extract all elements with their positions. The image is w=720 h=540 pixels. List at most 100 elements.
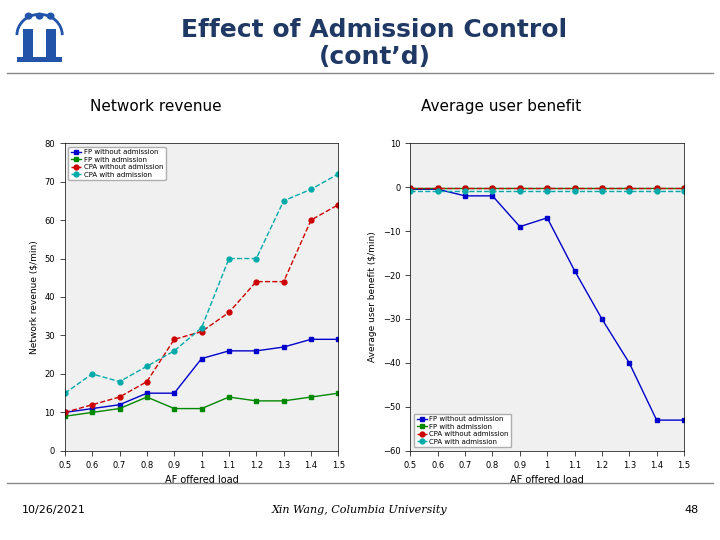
CPA without admission xyxy=(652,185,661,192)
Text: (cont’d): (cont’d) xyxy=(318,45,431,69)
CPA without admission xyxy=(279,279,288,285)
Legend: FP without admission, FP with admission, CPA without admission, CPA with admissi: FP without admission, FP with admission,… xyxy=(68,146,166,180)
CPA with admission xyxy=(543,188,552,195)
FP without admission xyxy=(488,193,497,199)
FP with admission xyxy=(115,406,124,412)
Circle shape xyxy=(36,12,43,19)
CPA without admission xyxy=(252,279,261,285)
CPA without admission xyxy=(488,185,497,192)
Y-axis label: Average user benefit ($/min): Average user benefit ($/min) xyxy=(369,232,377,362)
FP with admission xyxy=(433,185,442,192)
Line: FP without admission: FP without admission xyxy=(408,187,686,423)
FP with admission xyxy=(170,406,179,412)
Text: Effect of Admission Control: Effect of Admission Control xyxy=(181,18,567,42)
FP without admission xyxy=(516,224,524,230)
FP with admission xyxy=(625,185,634,192)
FP without admission xyxy=(307,336,315,342)
FP with admission xyxy=(516,185,524,192)
FP with admission xyxy=(461,185,469,192)
CPA with admission xyxy=(143,363,151,369)
CPA with admission xyxy=(88,370,96,377)
FP with admission xyxy=(488,185,497,192)
Text: Network revenue: Network revenue xyxy=(89,99,221,114)
FP with admission xyxy=(406,185,415,192)
Line: CPA without admission: CPA without admission xyxy=(63,202,341,415)
FP with admission xyxy=(88,409,96,416)
FP without admission xyxy=(406,186,415,193)
FP with admission xyxy=(652,185,661,192)
Line: FP with admission: FP with admission xyxy=(63,391,341,418)
Bar xyxy=(23,29,33,59)
Circle shape xyxy=(47,12,55,19)
FP with admission xyxy=(279,397,288,404)
FP without admission xyxy=(570,267,579,274)
CPA without admission xyxy=(88,401,96,408)
CPA without admission xyxy=(225,309,233,315)
CPA without admission xyxy=(625,185,634,192)
Line: CPA with admission: CPA with admission xyxy=(63,171,341,396)
FP without admission xyxy=(334,336,343,342)
FP without admission xyxy=(433,186,442,193)
CPA without admission xyxy=(60,409,69,416)
CPA with admission xyxy=(115,379,124,385)
FP without admission xyxy=(625,360,634,366)
CPA without admission xyxy=(170,336,179,342)
CPA with admission xyxy=(625,188,634,195)
FP with admission xyxy=(197,406,206,412)
FP without admission xyxy=(60,409,69,416)
CPA with admission xyxy=(570,188,579,195)
X-axis label: AF offered load: AF offered load xyxy=(165,475,238,485)
FP without admission xyxy=(170,390,179,396)
CPA without admission xyxy=(197,328,206,335)
FP without admission xyxy=(143,390,151,396)
FP with admission xyxy=(225,394,233,400)
FP with admission xyxy=(252,397,261,404)
CPA with admission xyxy=(334,171,343,177)
Circle shape xyxy=(24,12,32,19)
Bar xyxy=(46,29,56,59)
CPA without admission xyxy=(598,185,606,192)
CPA with admission xyxy=(598,188,606,195)
CPA with admission xyxy=(225,255,233,262)
FP without admission xyxy=(88,406,96,412)
FP with admission xyxy=(60,413,69,420)
FP with admission xyxy=(543,185,552,192)
CPA without admission xyxy=(516,185,524,192)
CPA with admission xyxy=(461,188,469,195)
FP without admission xyxy=(680,417,688,423)
Text: 48: 48 xyxy=(684,505,698,515)
FP with admission xyxy=(680,185,688,192)
CPA without admission xyxy=(406,185,415,192)
CPA without admission xyxy=(143,379,151,385)
FP without admission xyxy=(543,214,552,221)
CPA without admission xyxy=(680,185,688,192)
CPA without admission xyxy=(334,201,343,208)
CPA with admission xyxy=(279,198,288,204)
Bar xyxy=(17,57,63,62)
X-axis label: AF offered load: AF offered load xyxy=(510,475,584,485)
Line: CPA without admission: CPA without admission xyxy=(408,186,686,191)
CPA without admission xyxy=(433,185,442,192)
FP without admission xyxy=(598,316,606,322)
FP without admission xyxy=(115,401,124,408)
CPA with admission xyxy=(170,348,179,354)
Text: Average user benefit: Average user benefit xyxy=(421,99,581,114)
CPA without admission xyxy=(115,394,124,400)
CPA with admission xyxy=(680,188,688,195)
FP with admission xyxy=(307,394,315,400)
FP without admission xyxy=(461,193,469,199)
CPA with admission xyxy=(488,188,497,195)
FP with admission xyxy=(570,185,579,192)
Y-axis label: Network revenue ($/min): Network revenue ($/min) xyxy=(30,240,39,354)
CPA with admission xyxy=(252,255,261,262)
CPA with admission xyxy=(197,325,206,331)
CPA with admission xyxy=(406,188,415,195)
CPA without admission xyxy=(570,185,579,192)
Legend: FP without admission, FP with admission, CPA without admission, CPA with admissi: FP without admission, FP with admission,… xyxy=(414,414,511,448)
CPA with admission xyxy=(433,188,442,195)
FP with admission xyxy=(143,394,151,400)
CPA with admission xyxy=(60,390,69,396)
FP without admission xyxy=(279,344,288,350)
Text: Xin Wang, Columbia University: Xin Wang, Columbia University xyxy=(272,505,448,515)
Line: CPA with admission: CPA with admission xyxy=(408,189,686,194)
